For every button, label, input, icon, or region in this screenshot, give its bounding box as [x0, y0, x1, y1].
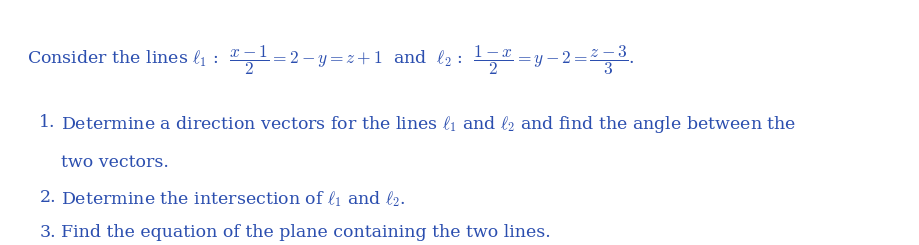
- Text: Determine a direction vectors for the lines $\ell_1$ and $\ell_2$ and find the a: Determine a direction vectors for the li…: [61, 114, 795, 135]
- Text: Determine the intersection of $\ell_1$ and $\ell_2$.: Determine the intersection of $\ell_1$ a…: [61, 189, 404, 209]
- Text: Find the equation of the plane containing the two lines.: Find the equation of the plane containin…: [61, 224, 550, 241]
- Text: 2.: 2.: [40, 189, 56, 206]
- Text: 1.: 1.: [40, 114, 56, 131]
- Text: 3.: 3.: [40, 224, 56, 241]
- Text: two vectors.: two vectors.: [61, 154, 168, 171]
- Text: Consider the lines $\ell_1$ :  $\dfrac{x-1}{2} = 2 - y = z + 1$  and  $\ell_2$ :: Consider the lines $\ell_1$ : $\dfrac{x-…: [27, 44, 633, 77]
